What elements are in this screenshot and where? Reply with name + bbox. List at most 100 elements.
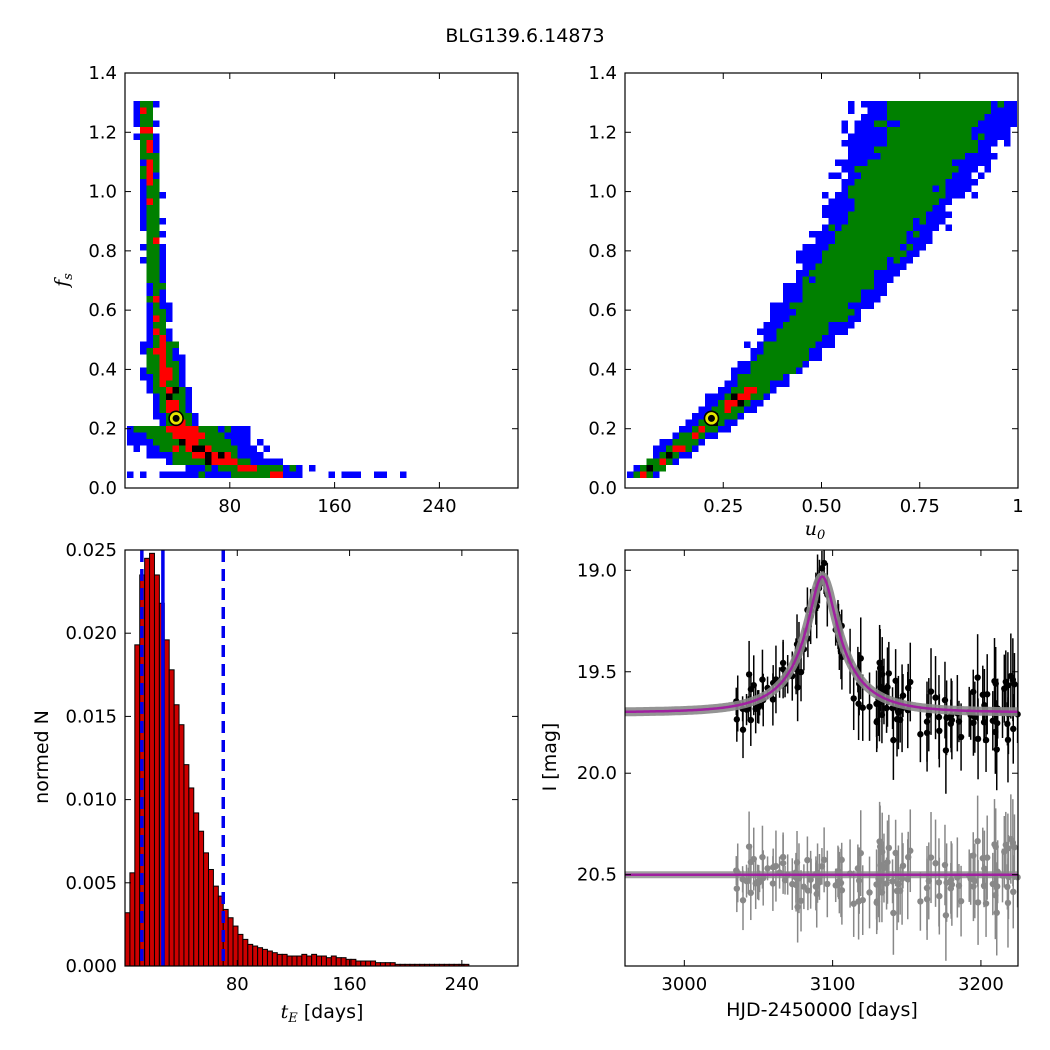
heatmap-cell <box>868 225 875 232</box>
histogram-bar <box>154 575 159 966</box>
heatmap-cell <box>829 238 836 245</box>
heatmap-cell <box>874 238 881 245</box>
heatmap-cell <box>147 101 154 108</box>
heatmap-cell <box>147 342 154 349</box>
heatmap-cell <box>342 472 349 479</box>
residual-point <box>773 863 779 869</box>
heatmap-cell <box>913 140 920 147</box>
histogram-bar <box>307 956 312 966</box>
heatmap-cell <box>939 153 946 160</box>
heatmap-cell <box>160 192 167 199</box>
heatmap-cell <box>692 439 699 446</box>
y-tick-label: 0.0 <box>88 478 117 499</box>
heatmap-cell <box>848 257 855 264</box>
data-point <box>734 716 740 722</box>
heatmap-cell <box>731 381 738 388</box>
heatmap-cell <box>1004 108 1011 115</box>
heatmap-cell <box>738 374 745 381</box>
heatmap-cell <box>972 147 979 154</box>
heatmap-cell <box>900 108 907 115</box>
heatmap-cell <box>829 270 836 277</box>
heatmap-cell <box>783 329 790 336</box>
heatmap-cell <box>231 472 238 479</box>
heatmap-cell <box>173 439 180 446</box>
heatmap-cell <box>731 368 738 375</box>
heatmap-cell <box>907 114 914 121</box>
heatmap-cell <box>868 147 875 154</box>
heatmap-cell <box>153 342 160 349</box>
heatmap-cell <box>822 309 829 316</box>
y-tick-label: 0.025 <box>65 540 117 561</box>
heatmap-cell <box>173 374 180 381</box>
heatmap-cell <box>231 465 238 472</box>
heatmap-cell <box>160 426 167 433</box>
heatmap-cell <box>1011 114 1018 121</box>
heatmap-cell <box>153 212 160 219</box>
heatmap-cell <box>173 348 180 355</box>
y-tick-label: 1.0 <box>588 182 617 203</box>
residual-point <box>740 897 746 903</box>
heatmap-cell <box>153 283 160 290</box>
heatmap-cell <box>160 322 167 329</box>
heatmap-cell <box>264 472 271 479</box>
heatmap-cell <box>822 290 829 297</box>
heatmap-cell <box>861 127 868 134</box>
heatmap-cell <box>829 322 836 329</box>
heatmap-cell <box>894 134 901 141</box>
heatmap-cell <box>160 413 167 420</box>
heatmap-cell <box>926 238 933 245</box>
heatmap-cell <box>738 368 745 375</box>
histogram-bar <box>371 961 376 966</box>
heatmap-cell <box>933 121 940 128</box>
heatmap-cell <box>816 296 823 303</box>
heatmap-cell <box>179 355 186 362</box>
heatmap-cell <box>699 439 706 446</box>
heatmap-cell <box>653 446 660 453</box>
heatmap-cell <box>835 199 842 206</box>
heatmap-cell <box>874 225 881 232</box>
heatmap-cell <box>277 465 284 472</box>
heatmap-cell <box>757 329 764 336</box>
heatmap-cell <box>855 205 862 212</box>
heatmap-cell <box>751 355 758 362</box>
heatmap-cell <box>199 426 206 433</box>
residual-point <box>855 898 861 904</box>
heatmap-cell <box>861 199 868 206</box>
heatmap-cell <box>939 108 946 115</box>
heatmap-cell <box>933 186 940 193</box>
heatmap-cell <box>978 140 985 147</box>
heatmap-cell <box>264 465 271 472</box>
heatmap-cell <box>140 257 147 264</box>
heatmap-cell <box>894 147 901 154</box>
data-point <box>1004 721 1010 727</box>
histogram-bar <box>135 645 140 966</box>
data-point <box>1010 726 1016 732</box>
residual-point <box>900 863 906 869</box>
heatmap-cell <box>244 465 251 472</box>
heatmap-cell <box>926 108 933 115</box>
heatmap-cell <box>933 108 940 115</box>
heatmap-cell <box>933 173 940 180</box>
heatmap-cell <box>160 231 167 238</box>
heatmap-cell <box>855 192 862 199</box>
heatmap-cell <box>153 413 160 420</box>
heatmap-cell <box>907 212 914 219</box>
heatmap-cell <box>718 387 725 394</box>
heatmap-cell <box>946 212 953 219</box>
heatmap-cell <box>731 387 738 394</box>
heatmap-cell <box>998 101 1005 108</box>
heatmap-cell <box>783 322 790 329</box>
heatmap-cell <box>946 108 953 115</box>
heatmap-cell <box>822 231 829 238</box>
heatmap-cell <box>147 212 154 219</box>
histogram-bar <box>336 958 341 966</box>
heatmap-cell <box>147 147 154 154</box>
heatmap-cell <box>692 446 699 453</box>
heatmap-cell <box>679 452 686 459</box>
heatmap-cell <box>179 426 186 433</box>
heatmap-cell <box>842 199 849 206</box>
heatmap-cell <box>751 387 758 394</box>
residual-point <box>1011 844 1017 850</box>
residual-point <box>1004 884 1010 890</box>
heatmap-cell <box>887 257 894 264</box>
